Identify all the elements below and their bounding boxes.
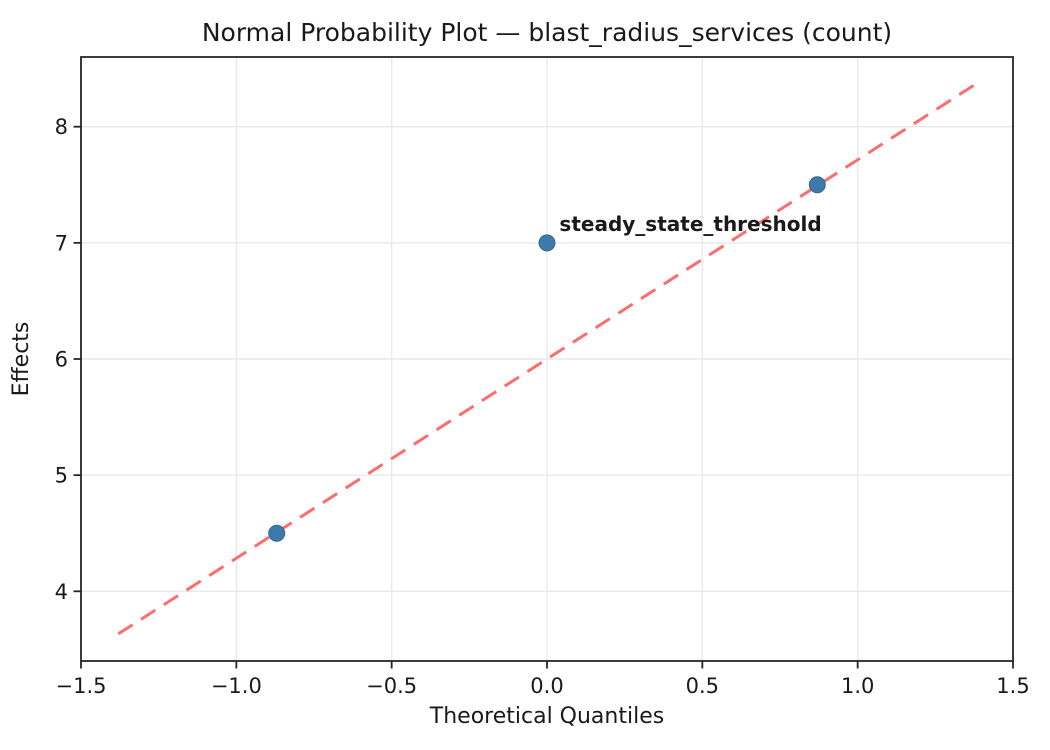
x-tick-label: 1.5 [996, 674, 1029, 698]
fit-line [117, 82, 977, 636]
y-tick-label: 7 [55, 231, 68, 255]
x-tick-label: −0.5 [366, 674, 417, 698]
x-tick-label: 1.0 [841, 674, 874, 698]
y-axis-label: Effects [9, 322, 34, 397]
fit-line-layer [117, 82, 977, 636]
x-tick-label: −1.5 [56, 674, 107, 698]
chart-title: Normal Probability Plot — blast_radius_s… [202, 18, 892, 47]
y-tick-label: 8 [55, 115, 68, 139]
data-point [808, 176, 826, 194]
grid-layer [80, 57, 1014, 661]
y-tick-label: 6 [55, 348, 68, 372]
threshold-annotation: steady_state_threshold [559, 212, 821, 236]
x-tick-label: −1.0 [211, 674, 262, 698]
tick-layer: −1.5 −1.0 −0.5 0.0 0.5 1.0 1.5 4 5 6 7 8 [55, 115, 1030, 698]
data-point [538, 234, 556, 252]
scatter-point-layer [268, 176, 826, 542]
y-tick-label: 4 [55, 580, 68, 604]
data-point [268, 524, 286, 542]
x-axis-label: Theoretical Quantiles [429, 704, 664, 729]
x-tick-label: 0.0 [530, 674, 563, 698]
x-tick-label: 0.5 [686, 674, 719, 698]
y-tick-label: 5 [55, 464, 68, 488]
